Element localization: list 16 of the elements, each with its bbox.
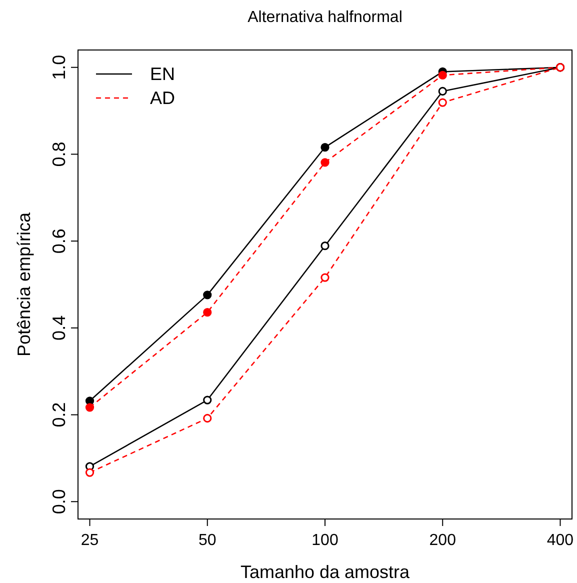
y-tick-label: 0.4 <box>49 315 69 340</box>
x-tick-label: 400 <box>546 532 574 549</box>
y-tick-label: 0.0 <box>49 489 69 514</box>
legend-label: AD <box>150 88 176 108</box>
x-tick-label: 25 <box>80 532 99 549</box>
y-tick-label: 0.8 <box>49 142 69 167</box>
x-tick-label: 100 <box>312 532 338 549</box>
x-tick-label: 200 <box>429 532 456 549</box>
x-axis-title: Tamanho da amostra <box>240 562 411 582</box>
y-axis-title: Potência empírica <box>14 211 34 357</box>
y-tick-label: 0.6 <box>49 228 69 254</box>
chart-title: Alternativa halfnormal <box>248 9 402 26</box>
legend-label: EN <box>150 64 176 84</box>
y-tick-label: 1.0 <box>49 54 69 80</box>
x-tick-label: 50 <box>198 532 216 549</box>
y-tick-label: 0.2 <box>49 402 69 428</box>
